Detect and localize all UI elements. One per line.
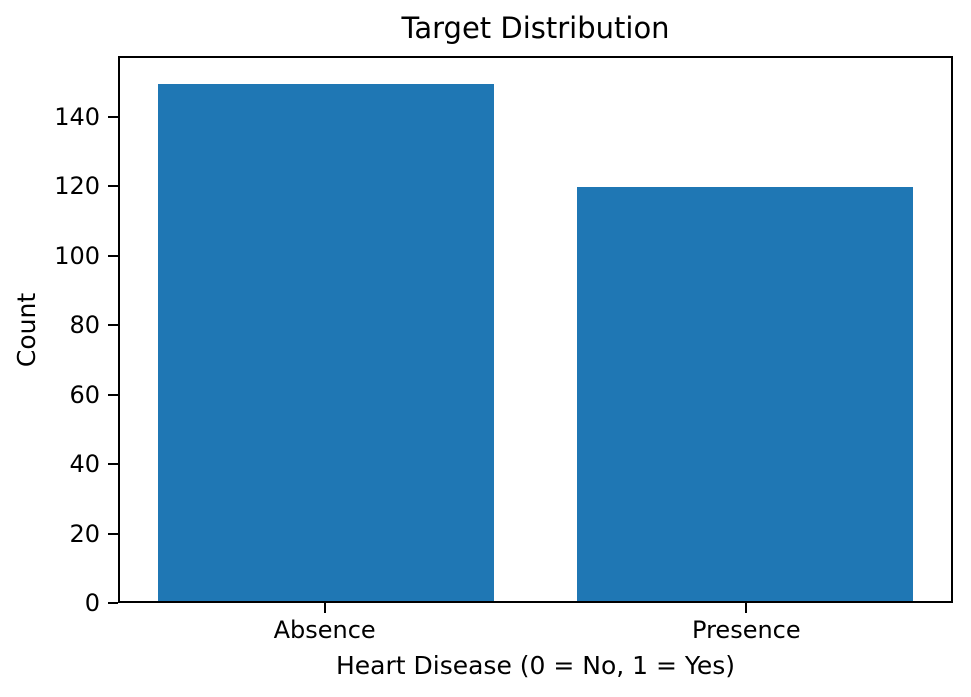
y-tick (108, 185, 118, 188)
bar-absence (157, 83, 494, 601)
x-tick (323, 603, 326, 613)
y-tick (108, 532, 118, 535)
x-axis-label: Heart Disease (0 = No, 1 = Yes) (335, 651, 736, 680)
bar-presence (577, 187, 914, 601)
y-tick-label: 120 (54, 172, 100, 201)
x-tick-label: Absence (273, 616, 376, 644)
chart-title: Target Distribution (401, 11, 670, 45)
y-tick (108, 463, 118, 466)
y-tick-label: 60 (69, 380, 100, 409)
y-tick-label: 100 (54, 241, 100, 270)
y-tick-label: 80 (69, 311, 100, 340)
y-tick-label: 0 (84, 589, 100, 617)
y-tick-label: 140 (54, 102, 100, 131)
x-tick-label: Presence (692, 616, 801, 644)
y-tick (108, 602, 118, 604)
x-tick (745, 603, 748, 613)
y-tick-label: 20 (69, 519, 100, 548)
y-tick-label: 40 (69, 450, 100, 479)
plot-area (118, 56, 953, 603)
y-tick (108, 393, 118, 396)
y-tick (108, 115, 118, 118)
y-tick (108, 324, 118, 327)
y-tick (108, 254, 118, 257)
